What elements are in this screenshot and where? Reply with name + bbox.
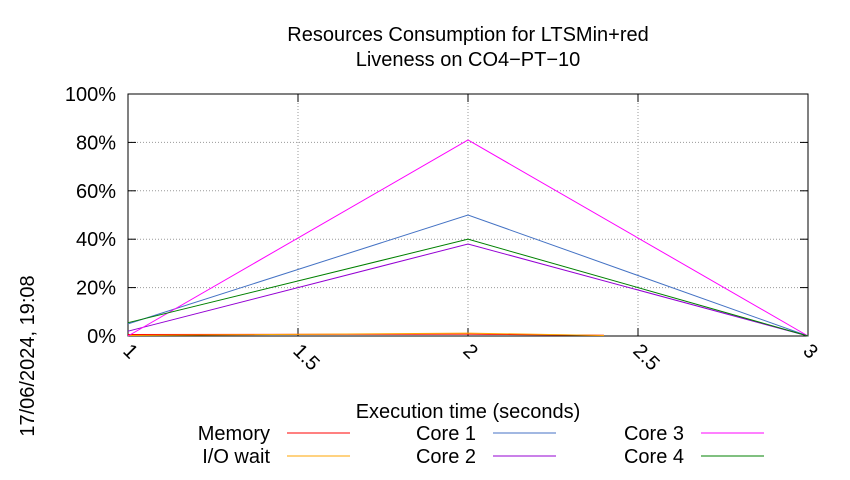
series-line-i-o-wait xyxy=(127,332,605,336)
legend-label-core-1: Core 1 xyxy=(416,423,476,445)
legend-label-core-2: Core 2 xyxy=(416,446,476,468)
chart-title-line-1: Resources Consumption for LTSMin+red xyxy=(287,24,648,46)
legend-label-core-3: Core 3 xyxy=(624,423,684,445)
series-line-core-1 xyxy=(127,214,809,337)
y-tick-label: 100% xyxy=(65,84,116,106)
legend-label-i-o-wait: I/O wait xyxy=(202,446,270,468)
y-tick-label: 0% xyxy=(87,326,116,348)
chart-title-line-2: Liveness on CO4−PT−10 xyxy=(356,49,581,71)
x-tick-label: 1.5 xyxy=(288,340,323,375)
legend-label-memory: Memory xyxy=(198,423,270,445)
series-lines xyxy=(127,139,809,337)
x-tick-label: 2.5 xyxy=(628,340,663,375)
x-axis-label: Execution time (seconds) xyxy=(356,401,581,423)
y-axis: 0% 20% 40% 60% 80% 100% xyxy=(65,84,808,348)
series-line-core-2 xyxy=(127,243,809,337)
legend-label-core-4: Core 4 xyxy=(624,446,684,468)
y-tick-label: 40% xyxy=(76,229,116,251)
timestamp: 17/06/2024, 19:08 xyxy=(17,275,39,436)
y-tick-label: 80% xyxy=(76,132,116,154)
series-line-core-3 xyxy=(127,139,809,337)
x-tick-label: 1 xyxy=(118,340,141,363)
y-tick-label: 20% xyxy=(76,278,116,300)
x-tick-label: 2 xyxy=(458,340,481,363)
y-tick-label: 60% xyxy=(76,181,116,203)
series-line-core-4 xyxy=(127,238,809,337)
x-tick-label: 3 xyxy=(798,340,821,363)
